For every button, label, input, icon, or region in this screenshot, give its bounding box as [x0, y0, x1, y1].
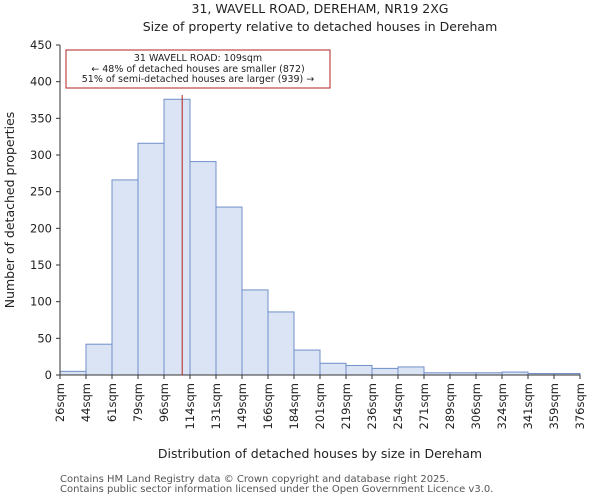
bar-201sqm — [319, 362, 347, 376]
x-tick-label: 184sqm — [287, 383, 301, 429]
x-tick-label: 376sqm — [573, 383, 587, 429]
histogram-chart: 31, WAVELL ROAD, DEREHAM, NR19 2XG Size … — [2, 1, 587, 461]
bar-184sqm — [293, 349, 321, 376]
annotation-line2: ← 48% of detached houses are smaller (87… — [91, 64, 304, 75]
x-tick-label: 341sqm — [521, 383, 535, 429]
x-tick-label: 254sqm — [391, 383, 405, 429]
footer-line1: Contains HM Land Registry data © Crown c… — [60, 474, 449, 485]
chart-title-line1: 31, WAVELL ROAD, DEREHAM, NR19 2XG — [192, 1, 449, 16]
x-tick-label: 149sqm — [235, 383, 249, 429]
x-tick-label: 61sqm — [105, 383, 119, 422]
bar-131sqm — [215, 206, 243, 376]
bar-114sqm — [189, 161, 217, 376]
y-tick-label: 400 — [30, 75, 52, 89]
annotation-line1: 31 WAVELL ROAD: 109sqm — [134, 53, 262, 64]
bar-149sqm — [241, 289, 269, 376]
bar-26sqm — [59, 370, 87, 376]
bar-44sqm — [85, 343, 113, 376]
x-tick-label: 131sqm — [209, 383, 223, 429]
y-tick-label: 250 — [30, 185, 52, 199]
x-tick-label: 166sqm — [261, 383, 275, 429]
y-axis-label: Number of detached properties — [2, 112, 17, 309]
bars-group — [59, 98, 581, 376]
bar-254sqm — [397, 366, 425, 376]
y-tick-label: 100 — [30, 295, 52, 309]
bar-166sqm — [267, 311, 295, 376]
y-tick-label: 50 — [37, 331, 52, 345]
y-tick-label: 350 — [30, 111, 52, 125]
x-tick-label: 359sqm — [547, 383, 561, 429]
annotation-rect — [65, 49, 331, 89]
footer-line2: Contains public sector information licen… — [60, 484, 494, 495]
x-tick-label: 96sqm — [157, 383, 171, 422]
x-tick-label: 324sqm — [495, 383, 509, 429]
bar-79sqm — [137, 142, 165, 376]
x-tick-label: 271sqm — [417, 383, 431, 429]
y-tick-label: 450 — [30, 38, 52, 52]
y-tick-label: 200 — [30, 221, 52, 235]
chart-title-line2: Size of property relative to detached ho… — [143, 19, 498, 34]
x-tick-label: 306sqm — [469, 383, 483, 429]
annotation-box: 31 WAVELL ROAD: 109sqm ← 48% of detached… — [65, 49, 331, 89]
x-axis: 26sqm 44sqm 61sqm 79sqm 96sqm 114sqm 131sqm 149… — [53, 374, 587, 429]
y-tick-label: 300 — [30, 148, 52, 162]
x-tick-label: 219sqm — [339, 383, 353, 429]
bar-96sqm — [163, 98, 191, 376]
x-tick-label: 236sqm — [365, 383, 379, 429]
x-tick-label: 201sqm — [313, 383, 327, 429]
y-axis: 0 50 100 150 200 250 300 350 400 450 — [30, 38, 61, 382]
x-tick-label: 114sqm — [183, 383, 197, 429]
annotation-line3: 51% of semi-detached houses are larger (… — [82, 74, 315, 85]
y-tick-label: 0 — [45, 368, 52, 382]
bar-219sqm — [345, 364, 373, 376]
x-tick-label: 79sqm — [131, 383, 145, 422]
bar-61sqm — [111, 179, 139, 376]
x-axis-label: Distribution of detached houses by size … — [158, 446, 482, 461]
x-tick-label: 44sqm — [79, 383, 93, 422]
x-tick-label: 26sqm — [53, 383, 67, 422]
bar-236sqm — [371, 367, 399, 376]
y-tick-label: 150 — [30, 258, 52, 272]
x-tick-label: 289sqm — [443, 383, 457, 429]
